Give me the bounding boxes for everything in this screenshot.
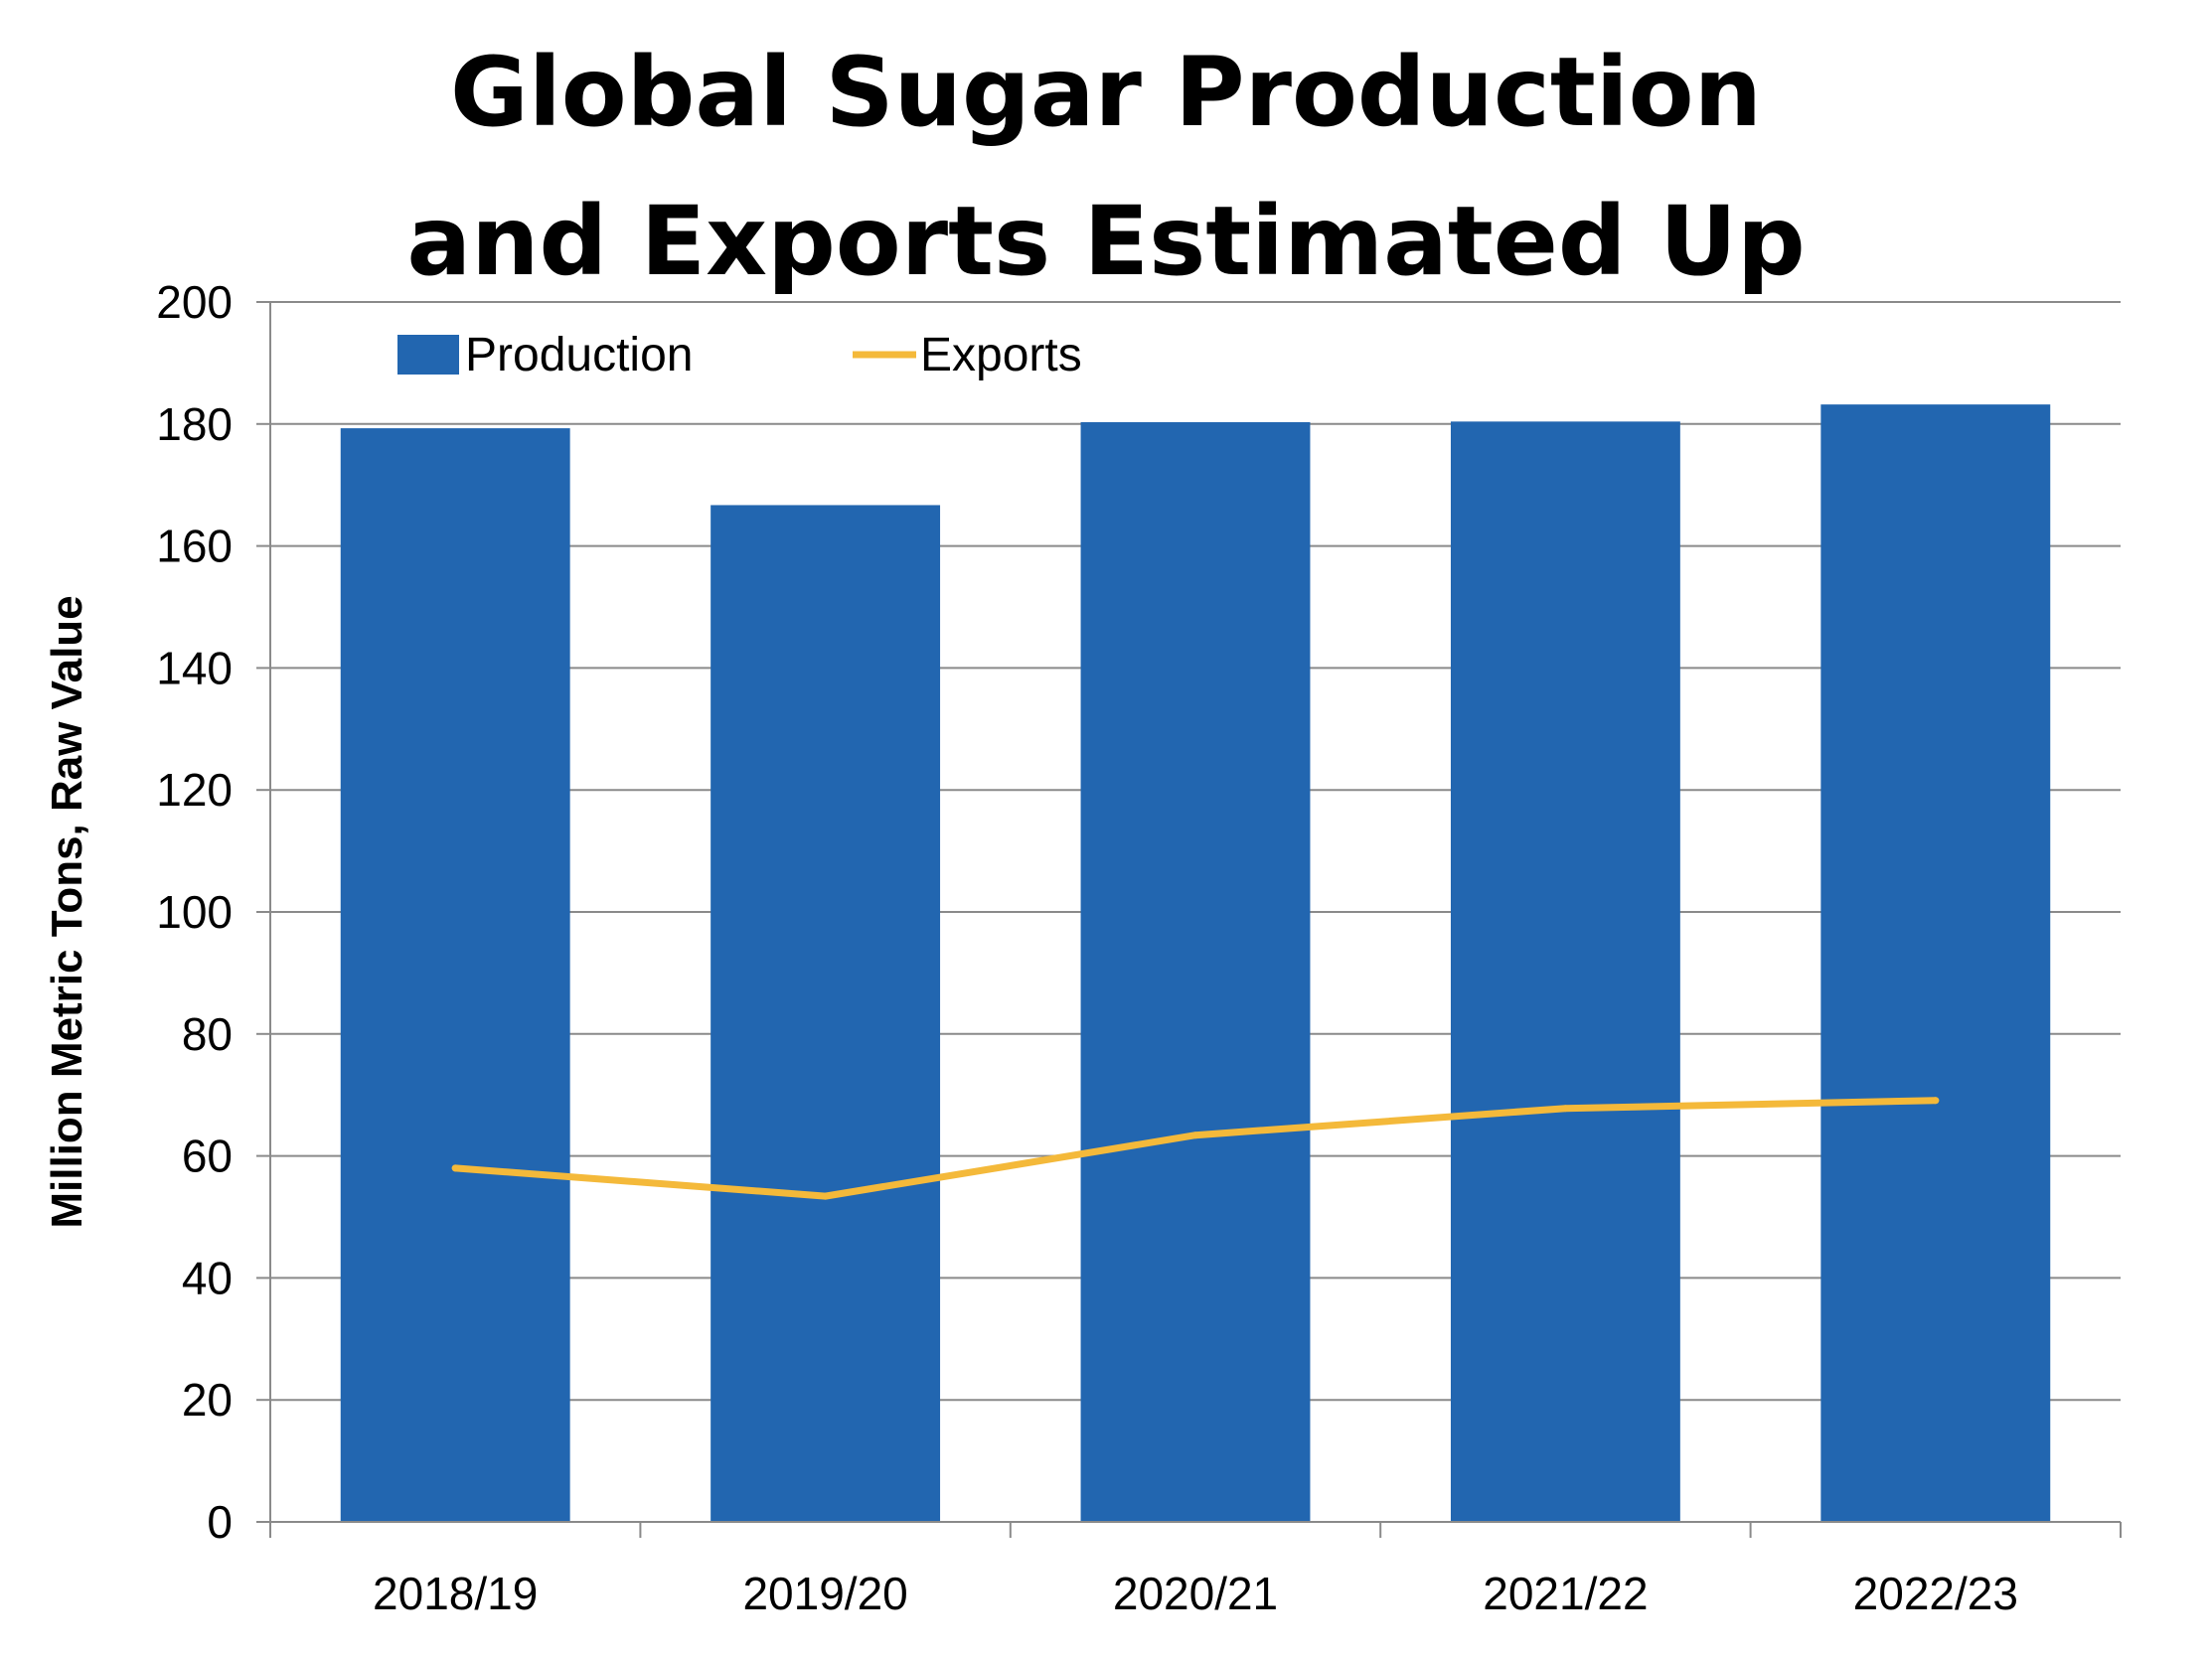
y-axis-label: Million Metric Tons, Raw Value: [43, 595, 91, 1228]
production-bar: [340, 428, 570, 1522]
y-tick-label: 100: [156, 886, 233, 938]
chart-title-line-1: Global Sugar Production: [450, 37, 1762, 148]
production-bar: [711, 505, 941, 1522]
exports-point: [451, 1164, 459, 1172]
y-tick-label: 20: [182, 1374, 233, 1426]
y-tick-label: 120: [156, 764, 233, 816]
x-tick-label: 2019/20: [742, 1568, 907, 1619]
production-bar: [1080, 421, 1311, 1522]
axis-layer: [256, 301, 2122, 1538]
production-bar: [1820, 404, 2051, 1523]
y-tick-label: 0: [207, 1496, 233, 1548]
x-tick-label: 2021/22: [1483, 1568, 1648, 1619]
y-tick-label: 80: [182, 1008, 233, 1060]
bar-layer: [340, 404, 2051, 1523]
legend-label-production: Production: [465, 329, 693, 381]
exports-point: [1191, 1131, 1199, 1139]
exports-point: [1932, 1097, 1940, 1105]
y-tick-label: 180: [156, 398, 233, 450]
exports-point: [822, 1192, 830, 1200]
production-bar: [1450, 421, 1680, 1522]
y-tick-label: 140: [156, 642, 233, 693]
line-layer: [451, 1097, 1940, 1200]
exports-point: [1561, 1105, 1569, 1113]
x-tick-label: 2022/23: [1853, 1568, 2018, 1619]
y-tick-label: 160: [156, 521, 233, 572]
y-tick-label: 60: [182, 1131, 233, 1182]
legend-label-exports: Exports: [920, 329, 1082, 381]
y-tick-label: 200: [156, 276, 233, 328]
chart-title: Global Sugar Production and Exports Esti…: [0, 18, 2212, 316]
y-tick-label: 40: [182, 1252, 233, 1303]
x-tick-label: 2020/21: [1113, 1568, 1278, 1619]
legend-layer: Production Exports: [397, 329, 1082, 381]
label-layer: 0 20 40 60 80 100 120 140 160 180 200 2018/19 2019/2…: [43, 276, 2018, 1619]
legend-swatch-production: [397, 335, 459, 375]
chart-title-line-2: and Exports Estimated Up: [406, 186, 1806, 297]
x-tick-label: 2018/19: [373, 1568, 538, 1619]
